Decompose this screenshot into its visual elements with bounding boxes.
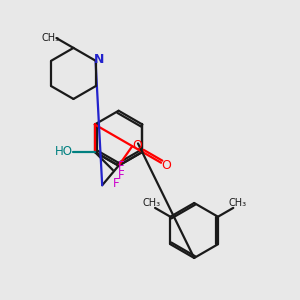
Text: O: O (132, 139, 142, 152)
Text: F: F (117, 169, 124, 182)
Text: O: O (161, 159, 171, 172)
Text: CH₃: CH₃ (142, 198, 160, 208)
Text: CH₃: CH₃ (228, 198, 246, 208)
Text: CH₃: CH₃ (41, 33, 60, 43)
Text: N: N (94, 53, 105, 66)
Text: F: F (112, 177, 119, 190)
Text: F: F (117, 160, 124, 172)
Text: HO: HO (54, 146, 72, 158)
